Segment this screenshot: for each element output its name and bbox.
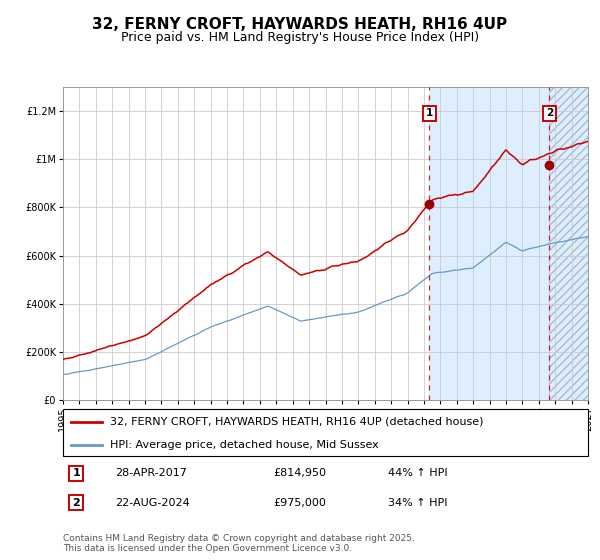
Text: 2: 2 — [72, 498, 80, 508]
Text: 32, FERNY CROFT, HAYWARDS HEATH, RH16 4UP: 32, FERNY CROFT, HAYWARDS HEATH, RH16 4U… — [92, 17, 508, 32]
Bar — [549, 87, 588, 400]
Bar — [429, 87, 588, 400]
FancyBboxPatch shape — [63, 409, 588, 456]
Text: 44% ↑ HPI: 44% ↑ HPI — [389, 468, 448, 478]
Text: HPI: Average price, detached house, Mid Sussex: HPI: Average price, detached house, Mid … — [110, 440, 379, 450]
Text: 34% ↑ HPI: 34% ↑ HPI — [389, 498, 448, 508]
Text: £975,000: £975,000 — [273, 498, 326, 508]
Text: 32, FERNY CROFT, HAYWARDS HEATH, RH16 4UP (detached house): 32, FERNY CROFT, HAYWARDS HEATH, RH16 4U… — [110, 417, 484, 427]
Text: 2: 2 — [545, 109, 553, 119]
Text: £814,950: £814,950 — [273, 468, 326, 478]
Text: 1: 1 — [72, 468, 80, 478]
Text: Price paid vs. HM Land Registry's House Price Index (HPI): Price paid vs. HM Land Registry's House … — [121, 31, 479, 44]
Text: 28-APR-2017: 28-APR-2017 — [115, 468, 187, 478]
Text: 22-AUG-2024: 22-AUG-2024 — [115, 498, 190, 508]
Text: 1: 1 — [425, 109, 433, 119]
Text: Contains HM Land Registry data © Crown copyright and database right 2025.
This d: Contains HM Land Registry data © Crown c… — [63, 534, 415, 553]
